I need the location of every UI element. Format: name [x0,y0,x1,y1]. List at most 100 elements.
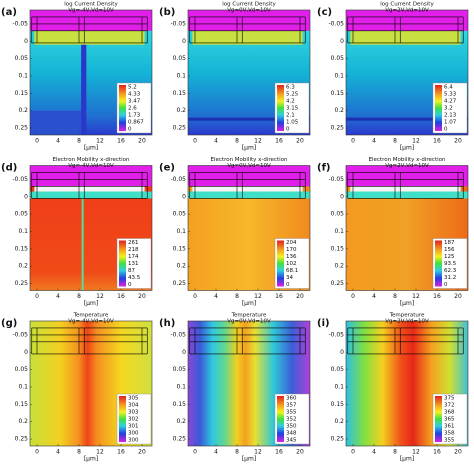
y-tick-label: 0 [340,38,344,45]
x-tick-label: 4 [56,449,60,456]
colorbar-label: 136 [286,254,297,260]
y-tick-label: 0.25 [331,436,345,443]
panel-subtitle: Vg=2V,Vd=10V [385,8,429,14]
colorbar-label: 1.05 [286,120,299,126]
y-tick-label: -0.05 [328,331,344,338]
colorbar-label: 345 [286,438,297,444]
y-tick-label: -0.05 [328,176,344,183]
y-tick-label: 0.2 [176,107,186,114]
panel-title: Electron Mobility x-direction [53,157,131,163]
x-tick-label: 0 [351,138,355,145]
colorbar-label: 1.73 [128,113,141,119]
y-tick-label: 0 [182,349,186,356]
x-tick-label: 12 [412,138,420,145]
x-axis-label: [μm] [242,456,256,463]
panel-subtitle: Vg=0V,Vd=10V [227,163,271,169]
colorbar-label: 2.13 [444,113,457,119]
panel-title: Temperature [231,313,267,319]
plot-frame [187,165,311,291]
cap [34,186,145,192]
plot-frame [187,320,311,447]
device [350,30,461,45]
y-tick-label: 0.2 [334,418,344,425]
y-tick-label: 0.05 [173,55,187,62]
x-tick-label: 4 [372,293,376,300]
plot-frame [29,9,153,136]
x-tick-label: 8 [393,293,397,300]
panel-label: (e) [159,163,175,174]
panel-title: Electron Mobility x-direction [369,157,447,163]
colorbar [435,396,442,442]
panel-label: (i) [317,318,330,329]
y-tick-label: 0.15 [15,245,29,252]
panel-subtitle: Vg=-4V,Vd=10V [68,319,114,325]
y-tick-label: 0.15 [173,401,187,408]
y-tick-label: 0.15 [331,401,345,408]
colorbar-label: 361 [444,424,455,430]
colorbar-label: 131 [128,261,139,267]
x-tick-label: 0 [35,138,39,145]
x-axis-label: [μm] [242,145,256,152]
panel-subtitle: Vg=2V,Vd=10V [385,163,429,169]
colorbar-label: 0.867 [128,120,144,126]
y-tick-label: -0.05 [12,331,28,338]
colorbar-label: 5.25 [286,92,299,98]
colorbar-label: 156 [444,247,455,253]
colorbar-label: 304 [128,403,139,409]
colorbar-label: 357 [286,403,297,409]
colorbar [277,85,284,131]
colorbar-label: 348 [286,431,297,437]
colorbar-label: 355 [444,438,455,444]
panel-title: Temperature [389,313,425,319]
colorbar-label: 93.5 [444,261,457,267]
x-tick-label: 16 [433,293,441,300]
x-axis-label: [μm] [400,456,414,463]
panel-title: log Current Density [380,2,434,8]
x-tick-label: 0 [351,293,355,300]
x-tick-label: 12 [96,449,104,456]
x-tick-label: 8 [235,449,239,456]
colorbar-label: 0 [444,127,448,133]
y-tick-label: 0.15 [331,90,345,97]
colorbar-label: 4.2 [286,99,295,105]
y-tick-label: -0.05 [12,176,28,183]
colorbar-label: 352 [286,417,297,423]
colorbar-label: 0 [444,282,448,288]
colorbar-label: 360 [286,396,297,402]
gate-cut [81,198,84,291]
y-tick-label: 0.1 [18,72,28,79]
y-tick-label: 0.2 [334,263,344,270]
colorbar-label: 43.5 [128,275,141,281]
y-tick-label: 0 [24,193,28,200]
colorbar-label: 355 [286,410,297,416]
x-tick-label: 0 [35,293,39,300]
colorbar-label: 62.3 [444,268,457,274]
y-tick-label: 0.15 [331,245,345,252]
device [34,30,145,45]
x-tick-label: 4 [372,449,376,456]
y-tick-label: 0.25 [15,436,29,443]
x-tick-label: 16 [117,293,125,300]
panel-title: Electron Mobility x-direction [211,157,289,163]
colorbar-label: 300 [128,438,139,444]
y-tick-label: 0.05 [331,55,345,62]
y-tick-label: 0.25 [15,125,29,132]
y-tick-label: 0.2 [18,107,28,114]
colorbar-label: 0 [286,282,290,288]
panel-subtitle: Vg=-4V,Vd=10V [68,163,114,169]
colorbar-label: 372 [444,403,455,409]
x-tick-label: 16 [433,138,441,145]
y-tick-label: 0.2 [176,263,186,270]
colorbar-label: 3.2 [444,106,453,112]
y-tick-label: -0.05 [328,20,344,27]
colorbar-label: 87 [128,268,135,274]
plot-frame [345,165,469,291]
y-tick-label: 0.15 [15,401,29,408]
channel [188,191,310,199]
panel-subtitle: Vg=2V,Vd=10V [385,319,429,325]
colorbar-label: 2.1 [286,113,295,119]
colorbar-label: 3.47 [128,99,141,105]
